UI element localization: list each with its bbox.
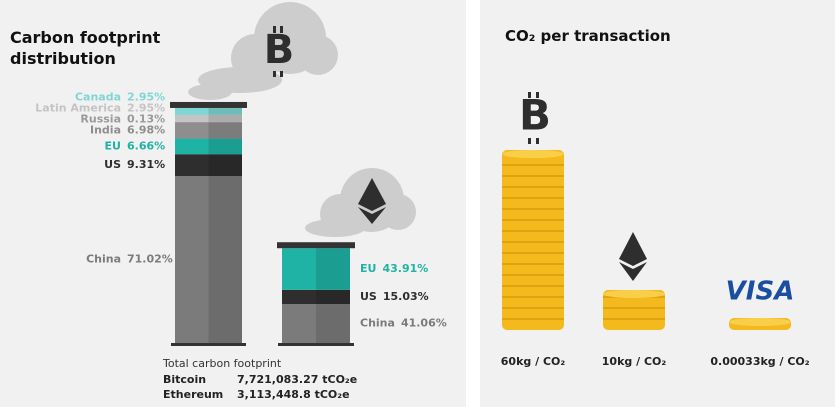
segment-value: 43.91% xyxy=(382,262,428,275)
segment-shade xyxy=(208,107,242,115)
segment-label: EU 43.91% xyxy=(360,262,428,275)
value-label: 60kg / CO₂ xyxy=(501,355,566,368)
segment-shade xyxy=(316,304,350,343)
segment-shade xyxy=(208,176,242,343)
segment-name: US xyxy=(104,158,121,171)
segment xyxy=(175,176,242,343)
segment-name: Latin America xyxy=(35,101,121,114)
coin-top xyxy=(502,150,564,158)
segment-name: US xyxy=(360,290,377,303)
segment xyxy=(282,304,350,343)
segment-name: EU xyxy=(360,262,376,275)
segment xyxy=(175,154,242,177)
segment-name: China xyxy=(86,253,121,266)
segment-value: 6.98% xyxy=(127,123,165,136)
chimney-base xyxy=(278,343,354,346)
coin-stack xyxy=(603,290,665,330)
total-value: 7,721,083.27 tCO₂e xyxy=(237,373,357,386)
segment-name: India xyxy=(90,123,121,136)
segment-value: 2.95% xyxy=(127,90,165,103)
value-label: 0.00033kg / CO₂ xyxy=(710,355,809,368)
segment-name: EU xyxy=(105,139,121,152)
segment xyxy=(282,289,350,305)
segment xyxy=(175,122,242,139)
segment-value: 15.03% xyxy=(383,290,429,303)
total-title: Total carbon footprint xyxy=(162,357,282,370)
segment-value: 9.31% xyxy=(127,158,165,171)
ethereum-icon-right xyxy=(619,232,647,281)
svg-text:B: B xyxy=(264,27,295,73)
chimney-base xyxy=(171,343,246,346)
bitcoin-icon: B xyxy=(264,26,295,77)
right-title: CO₂ per transaction xyxy=(505,27,671,45)
segment-label: China 41.06% xyxy=(360,317,447,330)
segment-value: 41.06% xyxy=(401,317,447,330)
svg-text:B: B xyxy=(519,91,551,140)
segment-shade xyxy=(316,248,350,290)
chimney-cap xyxy=(277,242,355,249)
segment-value: 0.13% xyxy=(127,112,165,125)
segment-value: 6.66% xyxy=(127,139,165,152)
total-value: 3,113,448.8 tCO₂e xyxy=(237,388,350,401)
total-name: Ethereum xyxy=(163,388,223,401)
segment xyxy=(175,107,242,115)
chimney-cap xyxy=(170,101,247,108)
visa-logo: VISA xyxy=(726,277,795,307)
ethereum-icon xyxy=(358,178,386,224)
segment-shade xyxy=(208,114,242,122)
segment-shade xyxy=(208,122,242,139)
segment-name: Canada xyxy=(75,90,121,103)
segment-value: 2.95% xyxy=(127,101,165,114)
segment xyxy=(175,138,242,155)
total-name: Bitcoin xyxy=(163,373,206,386)
segment-shade xyxy=(316,289,350,305)
segment-name: Russia xyxy=(80,112,121,125)
segment-name: China xyxy=(360,317,395,330)
segment-shade xyxy=(208,154,242,177)
segment-label: US 15.03% xyxy=(360,290,429,303)
coin-top xyxy=(729,317,791,326)
segment xyxy=(175,114,242,122)
value-label: 10kg / CO₂ xyxy=(602,355,667,368)
coin-top xyxy=(603,290,665,298)
coin-stack xyxy=(502,150,564,330)
segment xyxy=(282,248,350,290)
segment-shade xyxy=(208,138,242,155)
left-title: Carbon footprint distribution xyxy=(10,28,161,68)
bitcoin-smoke xyxy=(188,2,338,100)
bitcoin-icon-right: B xyxy=(519,91,551,144)
segment-value: 71.02% xyxy=(127,253,173,266)
